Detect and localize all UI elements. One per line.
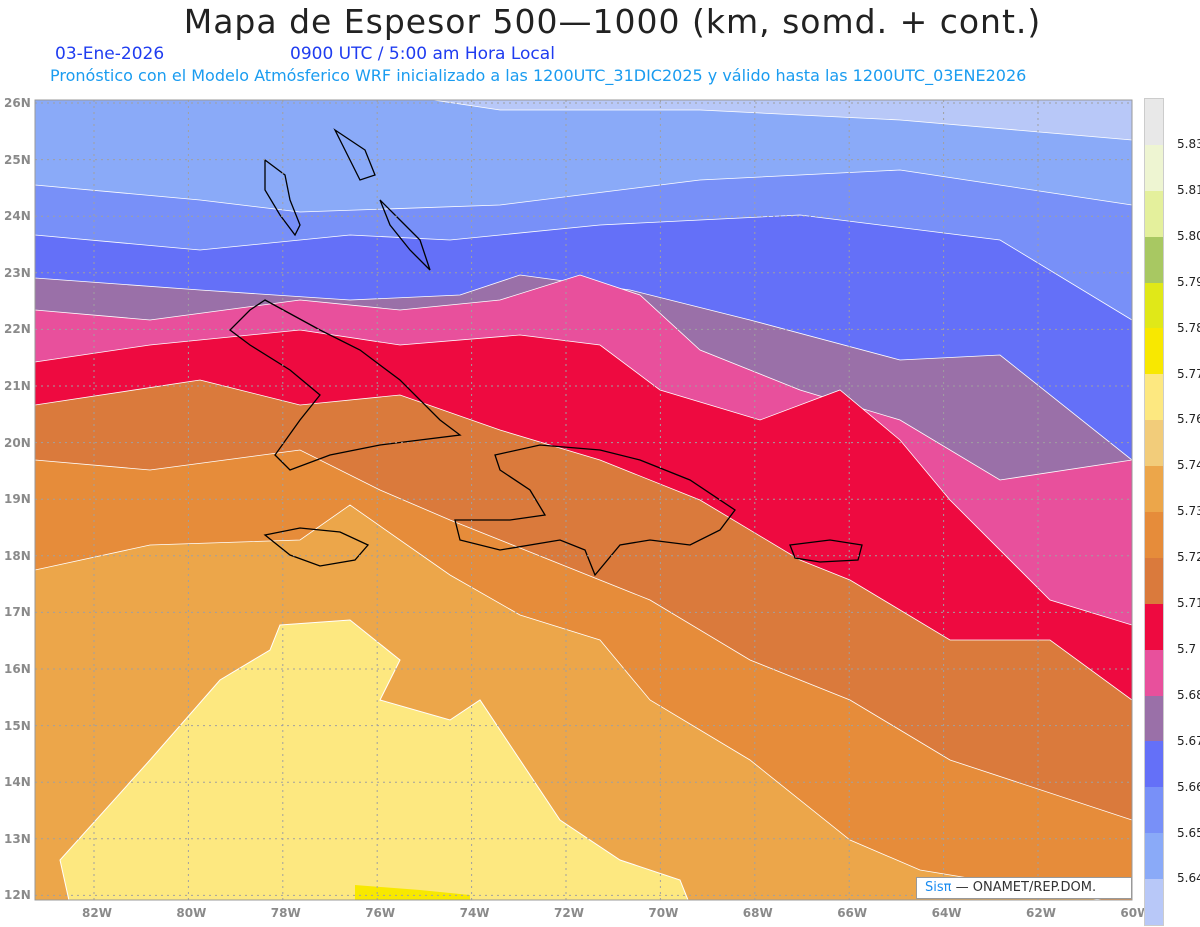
lon-label: 64W	[931, 906, 962, 920]
colorbar-label: 5.831	[1177, 137, 1200, 151]
colorbar-bin	[1145, 833, 1163, 880]
lat-label: 13N	[4, 831, 31, 846]
colorbar-bin	[1145, 282, 1163, 329]
coastlines	[229, 128, 863, 577]
colorbar-label: 5.688	[1177, 687, 1200, 702]
time-label: 0900 UTC / 5:00 am Hora Local	[290, 44, 555, 64]
jamaica-coast	[263, 527, 370, 567]
colorbar-label: 5.712	[1177, 596, 1200, 610]
colorbar-bin	[1145, 144, 1163, 191]
lon-label: 62W	[1026, 906, 1056, 920]
colorbar-label: 5.795	[1177, 274, 1200, 289]
lat-label: 12N	[4, 888, 31, 903]
colorbar-bin	[1145, 512, 1163, 558]
lon-label: 78W	[270, 906, 301, 920]
lat-label: 22N	[4, 322, 31, 337]
map-frame	[34, 99, 1133, 901]
lon-label: 60W	[1120, 906, 1151, 920]
lon-label: 70W	[648, 906, 679, 920]
puerto-rico-coast	[789, 539, 863, 563]
lon-label: 72W	[554, 906, 584, 920]
colorbar-label: 5.652	[1177, 825, 1200, 840]
colorbar-bin	[1145, 879, 1163, 926]
credit-text: — ONAMET/REP.DOM.	[955, 880, 1097, 895]
lat-label: 25N	[4, 152, 31, 167]
lon-label: 76W	[365, 906, 396, 920]
lat-label: 26N	[4, 96, 31, 110]
colorbar-label: 5.664	[1177, 779, 1200, 794]
colorbar-bin	[1145, 99, 1163, 145]
colorbar-bin	[1145, 374, 1163, 421]
colorbar-bin	[1145, 741, 1163, 788]
colorbar-label: 5.748	[1177, 458, 1200, 473]
colorbar-label: 5.676	[1177, 733, 1200, 748]
lon-label: 66W	[837, 906, 868, 920]
colorbar-label: 5.783	[1177, 320, 1200, 335]
lat-label: 14N	[4, 775, 31, 790]
colorbar-label: 5.772	[1177, 366, 1200, 381]
map-title: Mapa de Espesor 500—1000 (km, somd. + co…	[183, 2, 1042, 41]
grid-lines	[35, 100, 1132, 900]
colorbar-label: 5.76	[1177, 412, 1200, 427]
lat-label: 17N	[4, 605, 31, 620]
colorbar-label: 5.736	[1177, 504, 1200, 519]
colorbar-bin	[1145, 328, 1163, 375]
hispaniola-coast	[454, 444, 736, 577]
colorbar-bin	[1145, 420, 1163, 467]
colorbar-bin	[1145, 190, 1163, 237]
colorbar	[1144, 98, 1164, 927]
colorbar-bin	[1145, 466, 1163, 513]
credit-brand: Sisπ	[925, 880, 952, 895]
cuba-coast	[229, 299, 462, 471]
contour-bands	[35, 100, 1132, 900]
lon-label: 80W	[176, 906, 207, 920]
lon-label: 68W	[742, 906, 773, 920]
colorbar-label: 5.807	[1177, 228, 1200, 243]
date-label: 03-Ene-2026	[55, 44, 165, 64]
lat-label: 18N	[4, 548, 31, 563]
colorbar-bin	[1145, 603, 1163, 650]
colorbar-bin	[1145, 695, 1163, 742]
colorbar-bin	[1145, 787, 1163, 834]
lat-label: 24N	[4, 209, 31, 224]
lat-label: 15N	[4, 718, 31, 733]
contour-band	[355, 885, 470, 900]
lon-label: 74W	[459, 906, 490, 920]
credit-box: Sisπ — ONAMET/REP.DOM.	[916, 877, 1132, 899]
lat-label: 20N	[4, 435, 31, 450]
colorbar-label: 5.7	[1177, 641, 1197, 656]
colorbar-bin	[1145, 557, 1163, 604]
lat-label: 21N	[4, 379, 31, 393]
lat-label: 23N	[4, 265, 31, 280]
colorbar-label: 5.724	[1177, 550, 1200, 565]
forecast-info: Pronóstico con el Modelo Atmósferico WRF…	[50, 66, 1027, 85]
lon-label: 82W	[82, 906, 112, 920]
colorbar-label: 5.64	[1177, 871, 1200, 886]
contour-band	[59, 619, 689, 900]
colorbar-bin	[1145, 649, 1163, 696]
bahamas-coast	[264, 128, 431, 271]
lat-label: 16N	[4, 662, 31, 676]
lat-label: 19N	[4, 492, 31, 507]
colorbar-label: 5.819	[1177, 182, 1200, 197]
colorbar-bin	[1145, 236, 1163, 283]
